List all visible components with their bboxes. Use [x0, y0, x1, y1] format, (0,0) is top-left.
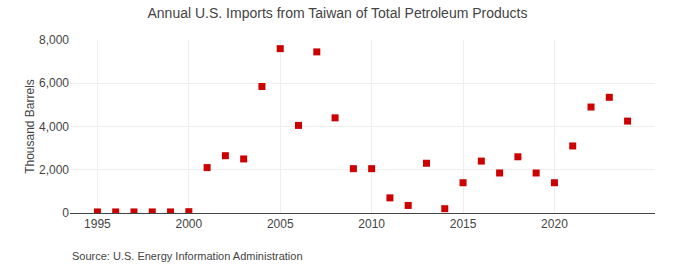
svg-text:1995: 1995	[84, 217, 111, 231]
svg-text:Source: U.S. Energy Informatio: Source: U.S. Energy Information Administ…	[72, 250, 303, 262]
svg-text:2000: 2000	[175, 217, 202, 231]
svg-text:6,000: 6,000	[39, 76, 69, 90]
svg-text:2005: 2005	[267, 217, 294, 231]
svg-text:2015: 2015	[450, 217, 477, 231]
svg-text:Thousand Barrels: Thousand Barrels	[23, 79, 37, 174]
svg-text:4,000: 4,000	[39, 120, 69, 134]
svg-text:8,000: 8,000	[39, 33, 69, 47]
svg-text:Annual U.S. Imports from Taiwa: Annual U.S. Imports from Taiwan of Total…	[148, 5, 528, 21]
svg-text:2010: 2010	[358, 217, 385, 231]
svg-text:0: 0	[62, 206, 69, 220]
svg-text:2020: 2020	[541, 217, 568, 231]
svg-text:2,000: 2,000	[39, 163, 69, 177]
